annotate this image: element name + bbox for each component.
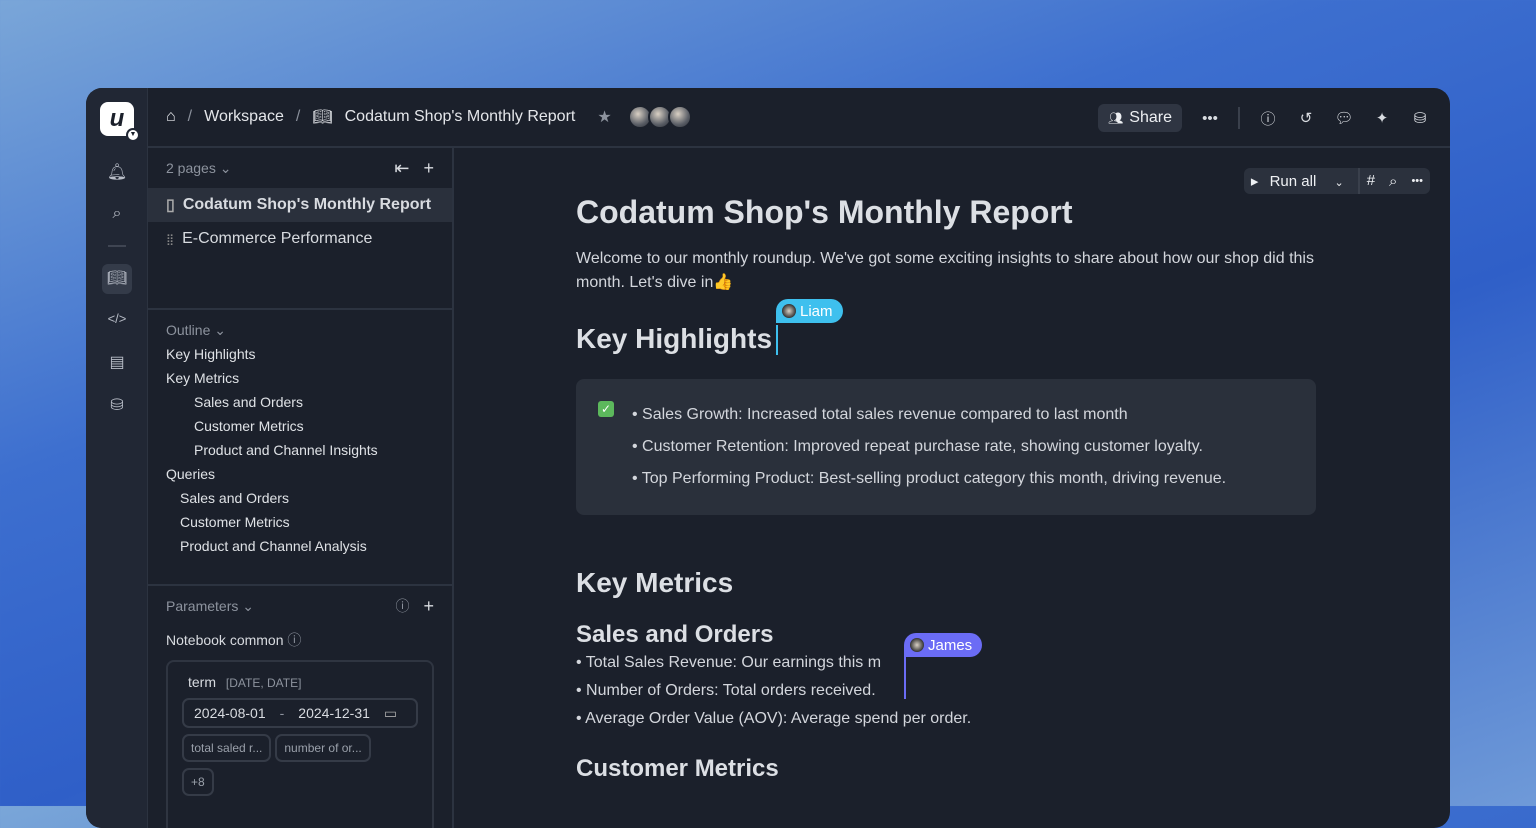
- param-name: term: [188, 674, 216, 690]
- outline-item[interactable]: Key Highlights: [166, 346, 256, 362]
- parameters-toggle[interactable]: Parameters ⌄: [166, 597, 254, 614]
- heading-key-metrics: Key Metrics: [576, 567, 734, 598]
- info-icon[interactable]: ⓘ: [395, 597, 410, 614]
- liam-cursor: [776, 325, 778, 355]
- run-all-button[interactable]: ▸ Run all ⌄: [1250, 173, 1344, 190]
- frame-icon[interactable]: #: [1357, 168, 1382, 194]
- highlight-item: • Sales Growth: Increased total sales re…: [632, 406, 1128, 423]
- run-toolbar: ▸ Run all ⌄ # ⌕ •••: [1243, 168, 1430, 194]
- users-icon: 👥︎: [1108, 111, 1124, 125]
- sparkle-icon[interactable]: ✦: [1375, 110, 1389, 127]
- page-item[interactable]: ▯ Codatum Shop's Monthly Report: [148, 188, 452, 222]
- parameters-section: Parameters ⌄ ⓘ + Notebook common ⓘ term […: [148, 586, 452, 828]
- breadcrumb-workspace[interactable]: Workspace: [204, 108, 284, 125]
- collaborator-avatars[interactable]: [627, 105, 692, 129]
- add-page-icon[interactable]: +: [423, 157, 434, 178]
- history-icon[interactable]: ↺: [1299, 110, 1313, 127]
- sidebar: 2 pages ⌄ ⇤ + ▯ Codatum Shop's Monthly Rep…: [148, 148, 454, 828]
- outline-item[interactable]: Sales and Orders: [194, 394, 303, 410]
- more-icon[interactable]: •••: [1202, 109, 1218, 127]
- more-chip[interactable]: +8: [182, 768, 214, 796]
- highlights-callout: ✓ • Sales Growth: Increased total sales …: [576, 379, 1316, 515]
- heading-sales-orders: Sales and Orders: [576, 621, 774, 648]
- divider: [1238, 107, 1240, 129]
- star-icon[interactable]: ★: [597, 109, 612, 126]
- sales-item: • Average Order Value (AOV): Average spe…: [576, 710, 972, 727]
- workspace-logo[interactable]: u ▼: [100, 102, 140, 142]
- icon-rail: u ▼ 🔔︎ ⌕ 📖︎ </> ▤ ⛁: [86, 88, 148, 828]
- book-icon: 📖︎: [312, 109, 333, 126]
- separator: /: [187, 108, 193, 125]
- grid-icon: ⣿: [166, 233, 175, 246]
- home-icon[interactable]: ⌂: [166, 108, 176, 125]
- outline-item[interactable]: Product and Channel Insights: [194, 442, 378, 458]
- page-item[interactable]: ⣿ E-Commerce Performance: [148, 222, 452, 256]
- pages-section: 2 pages ⌄ ⇤ + ▯ Codatum Shop's Monthly Rep…: [148, 148, 452, 310]
- bell-icon[interactable]: 🔔︎: [106, 164, 128, 181]
- outline-toggle[interactable]: Outline ⌄: [166, 322, 226, 338]
- database-icon[interactable]: ⛁: [1413, 110, 1427, 127]
- column-chip[interactable]: total saled r...: [182, 734, 272, 762]
- info-icon[interactable]: ⓘ: [1260, 110, 1276, 128]
- editor: ▸ Run all ⌄ # ⌕ ••• Codatum Shop's Month…: [456, 148, 1450, 828]
- chevron-down-icon: ▼: [126, 128, 140, 142]
- database-icon[interactable]: ⛁: [110, 397, 124, 414]
- add-parameter-icon[interactable]: +: [423, 595, 434, 616]
- check-icon: ✓: [598, 401, 614, 417]
- search-icon[interactable]: ⌕: [112, 205, 122, 222]
- sales-item: • Total Sales Revenue: Our earnings this…: [576, 654, 882, 671]
- avatar: [782, 304, 796, 318]
- page-label: E-Commerce Performance: [182, 230, 373, 247]
- heading-customer-metrics: Customer Metrics: [576, 755, 779, 782]
- outline-item[interactable]: Queries: [166, 466, 216, 482]
- intro-text: Welcome to our monthly roundup. We've go…: [576, 250, 1314, 291]
- highlight-item: • Top Performing Product: Best-selling p…: [632, 470, 1227, 487]
- notebook-common-label: Notebook common: [166, 632, 284, 648]
- outline-item[interactable]: Sales and Orders: [180, 490, 289, 506]
- share-label: Share: [1129, 109, 1172, 126]
- separator: /: [295, 108, 301, 125]
- document: Codatum Shop's Monthly Report Welcome to…: [576, 194, 1316, 783]
- help-icon[interactable]: ⓘ: [287, 632, 302, 648]
- breadcrumb: ⌂ / Workspace / 📖︎ Codatum Shop's Monthly R…: [166, 107, 612, 127]
- calendar-icon[interactable]: ▭: [383, 704, 398, 721]
- heading-key-highlights: Key Highlights: [576, 323, 773, 354]
- outline-item[interactable]: Customer Metrics: [194, 418, 304, 434]
- report-icon[interactable]: ▤: [109, 354, 125, 371]
- outline-item[interactable]: Key Metrics: [166, 370, 240, 386]
- outline-section: Outline ⌄ Key Highlights Key Metrics Sales…: [148, 310, 452, 586]
- app-window: u ▼ 🔔︎ ⌕ 📖︎ </> ▤ ⛁ ⌂ / Workspace / 📖︎ Codat…: [86, 88, 1450, 828]
- collapse-icon[interactable]: ⇤: [394, 157, 410, 178]
- column-chip[interactable]: number of or...: [275, 734, 371, 762]
- james-cursor-tag: James: [904, 633, 983, 657]
- avatar: [667, 105, 692, 129]
- doc-title: Codatum Shop's Monthly Report: [576, 194, 1073, 230]
- page-label: Codatum Shop's Monthly Report: [182, 196, 432, 213]
- param-type: [DATE, DATE]: [225, 676, 302, 690]
- avatar: [910, 638, 924, 652]
- liam-cursor-tag: Liam: [776, 299, 843, 323]
- search-icon[interactable]: ⌕: [1389, 172, 1398, 190]
- header: ⌂ / Workspace / 📖︎ Codatum Shop's Monthly R…: [148, 88, 1450, 148]
- outline-item[interactable]: Product and Channel Analysis: [180, 538, 367, 554]
- divider: [108, 245, 126, 247]
- code-icon[interactable]: </>: [107, 311, 127, 326]
- james-cursor: [904, 657, 906, 699]
- highlight-item: • Customer Retention: Improved repeat pu…: [632, 438, 1203, 455]
- outline-list: Key Highlights Key Metrics Sales and Order…: [148, 342, 452, 558]
- comment-icon[interactable]: 💬︎: [1334, 110, 1354, 127]
- sales-item: • Number of Orders: Total orders receive…: [576, 682, 876, 699]
- more-icon[interactable]: •••: [1411, 175, 1423, 187]
- date-range-input[interactable]: 2024-08-01-2024-12-31 ▭: [182, 698, 418, 728]
- parameter-card: term [DATE, DATE] 2024-08-01-2024-12-31 ▭…: [166, 660, 434, 828]
- book-icon[interactable]: 📖︎: [102, 264, 132, 294]
- outline-item[interactable]: Customer Metrics: [180, 514, 290, 530]
- share-button[interactable]: 👥︎ Share: [1098, 104, 1182, 132]
- pages-dropdown[interactable]: 2 pages ⌄: [166, 159, 232, 176]
- document-icon: ▯: [166, 197, 175, 214]
- breadcrumb-doc[interactable]: Codatum Shop's Monthly Report: [344, 108, 576, 125]
